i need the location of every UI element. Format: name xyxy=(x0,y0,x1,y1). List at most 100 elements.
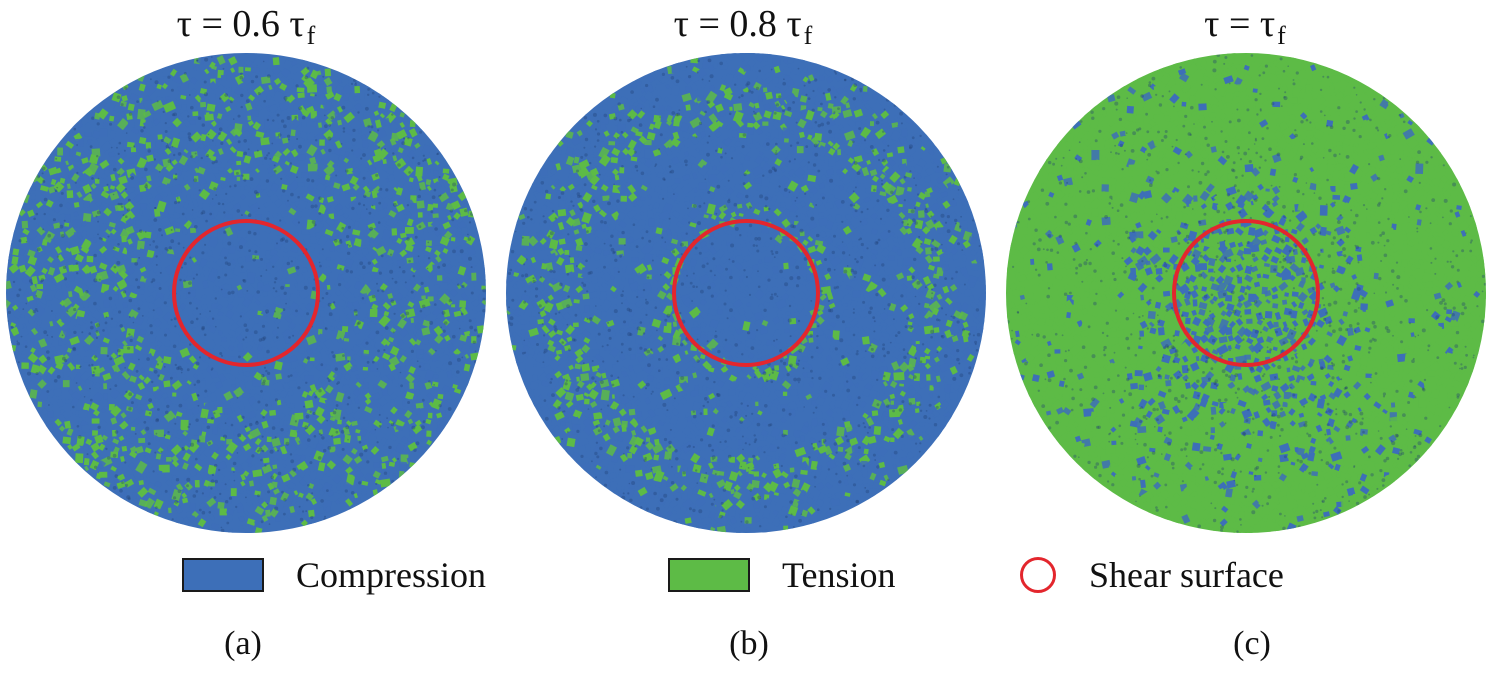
tension-particle xyxy=(378,314,391,328)
texture-speckle xyxy=(363,448,368,453)
compression-particle xyxy=(644,158,654,168)
compression-particle xyxy=(699,137,708,146)
tension-particle xyxy=(335,330,346,341)
tension-particle xyxy=(307,390,314,397)
texture-speckle xyxy=(383,349,386,352)
tension-particle xyxy=(121,445,128,452)
tension-particle xyxy=(828,302,836,309)
texture-speckle xyxy=(128,392,133,397)
compression-particle xyxy=(100,407,107,414)
compression-particle xyxy=(805,122,813,130)
compression-particle xyxy=(471,298,480,308)
compression-particle xyxy=(511,318,519,326)
tension-particle xyxy=(681,339,688,346)
compression-particle xyxy=(63,257,69,263)
compression-particle xyxy=(771,194,778,202)
compression-particle xyxy=(83,344,92,352)
compression-particle xyxy=(343,282,352,290)
compression-particle xyxy=(158,249,163,255)
tension-particle xyxy=(592,419,601,427)
compression-particle xyxy=(277,219,286,227)
texture-speckle xyxy=(407,401,411,404)
compression-particle xyxy=(112,104,121,114)
texture-speckle xyxy=(312,412,316,415)
texture-speckle xyxy=(197,439,201,443)
compression-particle xyxy=(353,95,361,102)
tension-particle xyxy=(269,409,277,416)
texture-speckle xyxy=(117,349,121,353)
compression-particle xyxy=(216,421,224,429)
tension-particle xyxy=(253,85,264,96)
tension-particle xyxy=(353,311,358,316)
compression-particle xyxy=(673,367,679,373)
tension-particle xyxy=(271,481,278,488)
compression-particle xyxy=(717,309,723,315)
compression-particle xyxy=(980,284,986,290)
compression-particle xyxy=(701,385,708,391)
tension-particle xyxy=(708,186,716,193)
tension-particle xyxy=(336,105,343,113)
tension-particle xyxy=(50,178,57,186)
tension-particle xyxy=(528,327,539,337)
tension-particle xyxy=(391,228,398,236)
texture-speckle xyxy=(253,330,258,335)
texture-speckle xyxy=(264,156,268,160)
compression-particle xyxy=(281,505,292,516)
compression-particle xyxy=(117,465,124,471)
compression-particle xyxy=(301,121,307,127)
compression-particle xyxy=(770,129,779,139)
tension-particle xyxy=(589,381,597,389)
compression-particle xyxy=(632,237,644,249)
compression-particle xyxy=(122,311,129,319)
compression-particle xyxy=(763,301,770,308)
compression-particle xyxy=(22,372,30,381)
compression-particle xyxy=(380,274,389,284)
compression-particle xyxy=(523,230,529,237)
compression-particle xyxy=(837,123,844,131)
compression-particle xyxy=(656,382,661,389)
compression-particle xyxy=(145,192,153,200)
compression-particle xyxy=(642,416,654,428)
compression-particle xyxy=(78,409,88,418)
texture-speckle xyxy=(474,360,478,364)
tension-particle xyxy=(942,285,950,294)
compression-particle xyxy=(671,65,680,74)
texture-speckle xyxy=(47,233,51,238)
compression-particle xyxy=(906,139,916,149)
compression-particle xyxy=(359,293,368,302)
tension-particle xyxy=(743,181,753,190)
compression-particle xyxy=(255,104,264,112)
compression-particle xyxy=(433,237,441,246)
tension-particle xyxy=(787,180,799,192)
compression-particle xyxy=(153,297,165,309)
compression-particle xyxy=(698,274,711,285)
tension-particle xyxy=(774,365,780,371)
compression-particle xyxy=(61,335,71,345)
compression-particle xyxy=(964,289,972,297)
compression-particle xyxy=(787,58,794,64)
tension-particle xyxy=(908,374,915,380)
tension-particle xyxy=(110,465,117,472)
compression-particle xyxy=(825,236,834,245)
compression-particle xyxy=(748,127,754,136)
tension-particle xyxy=(437,393,444,400)
tension-particle xyxy=(409,462,416,468)
compression-particle xyxy=(637,289,645,299)
tension-particle xyxy=(147,487,157,496)
compression-particle xyxy=(290,59,298,67)
texture-speckle xyxy=(183,262,187,266)
texture-speckle xyxy=(243,178,247,182)
compression-particle xyxy=(179,131,188,138)
tension-particle xyxy=(424,381,433,390)
compression-particle xyxy=(98,327,109,337)
compression-particle xyxy=(708,64,715,72)
compression-particle xyxy=(679,380,690,391)
compression-particle xyxy=(177,85,183,92)
tension-particle xyxy=(90,451,100,460)
texture-speckle xyxy=(214,479,218,484)
texture-speckle xyxy=(201,327,205,331)
tension-particle xyxy=(57,147,64,156)
compression-particle xyxy=(103,299,110,308)
tension-particle xyxy=(434,334,444,344)
compression-particle xyxy=(183,119,191,128)
